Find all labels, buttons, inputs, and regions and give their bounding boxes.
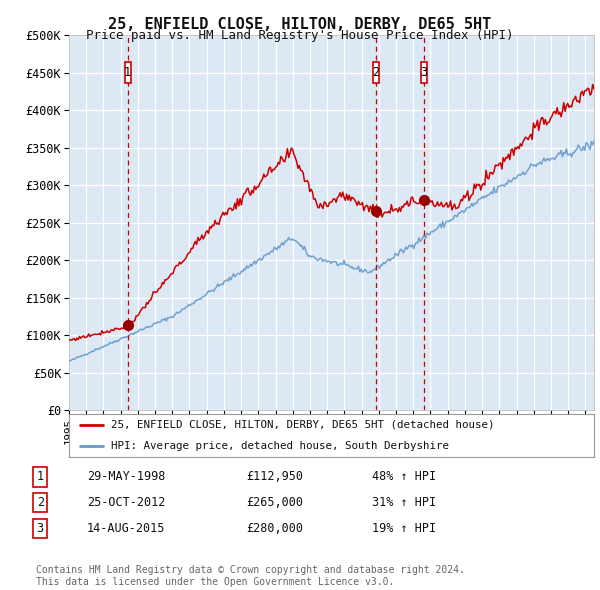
Text: Price paid vs. HM Land Registry's House Price Index (HPI): Price paid vs. HM Land Registry's House … [86,30,514,42]
Text: £112,950: £112,950 [246,470,303,483]
FancyBboxPatch shape [373,63,379,83]
FancyBboxPatch shape [421,63,427,83]
Text: 29-MAY-1998: 29-MAY-1998 [87,470,166,483]
FancyBboxPatch shape [125,63,131,83]
Text: 14-AUG-2015: 14-AUG-2015 [87,522,166,535]
Text: Contains HM Land Registry data © Crown copyright and database right 2024.
This d: Contains HM Land Registry data © Crown c… [36,565,465,587]
Text: 48% ↑ HPI: 48% ↑ HPI [372,470,436,483]
Text: 3: 3 [421,66,427,80]
Text: 1: 1 [37,470,44,483]
Text: 2: 2 [372,66,379,80]
Text: £265,000: £265,000 [246,496,303,509]
Text: £280,000: £280,000 [246,522,303,535]
Text: 2: 2 [37,496,44,509]
Text: 25, ENFIELD CLOSE, HILTON, DERBY, DE65 5HT (detached house): 25, ENFIELD CLOSE, HILTON, DERBY, DE65 5… [111,419,494,430]
Text: 1: 1 [124,66,131,80]
Text: 25, ENFIELD CLOSE, HILTON, DERBY, DE65 5HT: 25, ENFIELD CLOSE, HILTON, DERBY, DE65 5… [109,17,491,31]
Text: 25-OCT-2012: 25-OCT-2012 [87,496,166,509]
Text: 19% ↑ HPI: 19% ↑ HPI [372,522,436,535]
Text: 31% ↑ HPI: 31% ↑ HPI [372,496,436,509]
Text: HPI: Average price, detached house, South Derbyshire: HPI: Average price, detached house, Sout… [111,441,449,451]
Text: 3: 3 [37,522,44,535]
